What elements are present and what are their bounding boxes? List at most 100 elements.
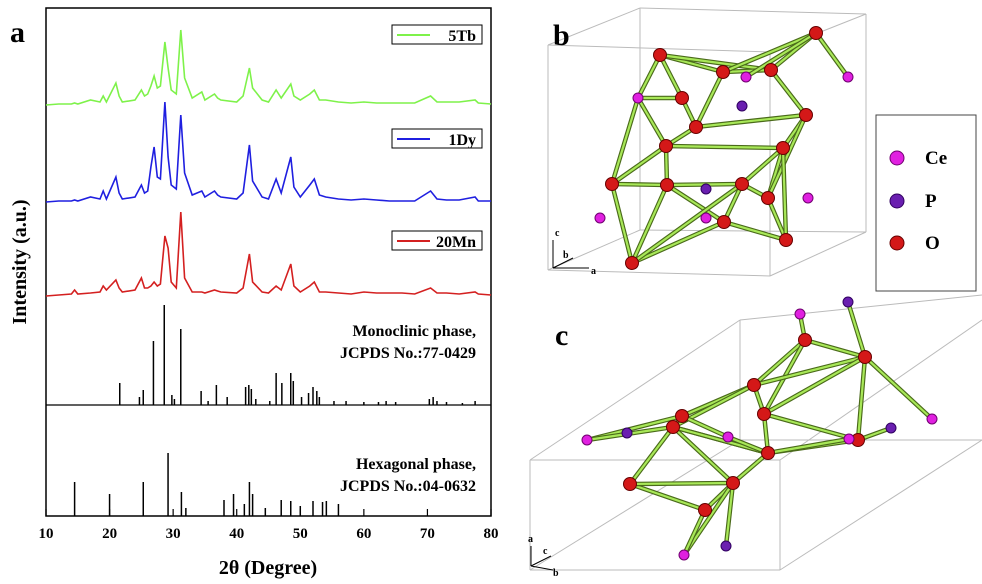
atom <box>727 477 740 490</box>
atom <box>661 179 674 192</box>
bond <box>630 484 705 510</box>
panel-label: c <box>555 319 568 352</box>
atom <box>780 234 793 247</box>
atom <box>699 504 712 517</box>
atom <box>654 49 667 62</box>
x-tick-label: 30 <box>166 526 181 542</box>
reference-label: JCPDS No.:77-0429 <box>340 345 476 362</box>
legend-label: Ce <box>925 148 947 169</box>
atom <box>633 93 643 103</box>
bond <box>612 184 632 263</box>
atom <box>803 193 813 203</box>
atom <box>690 121 703 134</box>
x-tick-label: 40 <box>229 526 244 542</box>
legend-atom <box>890 151 904 165</box>
atom <box>844 434 854 444</box>
bond <box>696 115 806 127</box>
atom <box>800 109 813 122</box>
y-axis-title: Intensity (a.u.) <box>9 199 31 324</box>
atom <box>626 257 639 270</box>
atom <box>737 101 747 111</box>
atom <box>762 192 775 205</box>
atom <box>927 414 937 424</box>
plot-frame <box>46 8 491 516</box>
bond <box>696 72 723 127</box>
atom <box>859 351 872 364</box>
x-tick-label: 80 <box>484 526 499 542</box>
x-tick-label: 60 <box>356 526 371 542</box>
legend-label: 1Dy <box>448 132 476 149</box>
atom <box>843 297 853 307</box>
atom <box>843 72 853 82</box>
atom <box>721 541 731 551</box>
cell-edge <box>780 440 982 570</box>
reference-label: Hexagonal phase, <box>356 456 476 473</box>
reference-label: Monoclinic phase, <box>352 323 476 340</box>
bond <box>746 33 816 77</box>
atom <box>717 66 730 79</box>
atom <box>886 423 896 433</box>
cell-edge <box>640 8 866 14</box>
cell-edge <box>548 270 770 276</box>
bond <box>612 184 667 185</box>
figure: cbaacb Ce P O b c a 2θ (Degree) Intensit… <box>0 0 982 579</box>
x-axis-title: 2θ (Degree) <box>219 557 317 579</box>
legend-label: 20Mn <box>436 234 476 251</box>
axis-letter: b <box>553 568 559 579</box>
bond <box>768 439 849 453</box>
bond <box>865 357 932 419</box>
bond <box>805 340 865 357</box>
atom <box>758 408 771 421</box>
atom <box>762 447 775 460</box>
bond <box>630 483 733 484</box>
panel-label: b <box>553 19 570 52</box>
cell-edge <box>740 295 982 320</box>
panel-label: a <box>10 16 25 49</box>
bond <box>848 302 865 357</box>
atom <box>606 178 619 191</box>
x-tick-label: 20 <box>102 526 117 542</box>
atom <box>723 432 733 442</box>
axis-arrow <box>531 566 553 570</box>
axis-letter: a <box>528 534 533 545</box>
atom <box>748 379 761 392</box>
atom <box>582 435 592 445</box>
axis-letter: b <box>563 250 569 261</box>
atom <box>777 142 790 155</box>
atom <box>595 213 605 223</box>
atom <box>701 184 711 194</box>
legend-atom <box>890 236 904 250</box>
atom <box>810 27 823 40</box>
xrd-trace <box>46 102 491 202</box>
legend-label: 5Tb <box>448 28 476 45</box>
legend-atom <box>890 194 904 208</box>
x-tick-label: 70 <box>420 526 435 542</box>
x-tick-label: 10 <box>39 526 54 542</box>
atom <box>667 421 680 434</box>
bond <box>764 414 858 440</box>
legend-label: P <box>925 191 937 212</box>
atom <box>741 72 751 82</box>
bond <box>858 357 865 440</box>
axis-letter: c <box>543 546 548 557</box>
atom <box>718 216 731 229</box>
atom <box>679 550 689 560</box>
bond <box>816 33 848 77</box>
atom <box>799 334 812 347</box>
atom <box>676 410 689 423</box>
axis-letter: a <box>591 266 596 277</box>
atom <box>736 178 749 191</box>
atom <box>765 64 778 77</box>
axis-letter: c <box>555 228 560 239</box>
reference-label: JCPDS No.:04-0632 <box>340 478 476 495</box>
legend-label: O <box>925 233 940 254</box>
bond <box>638 98 666 146</box>
bond <box>630 427 673 484</box>
xrd-trace <box>46 212 491 296</box>
axis-arrow <box>531 556 551 566</box>
atom <box>624 478 637 491</box>
atom <box>622 428 632 438</box>
atom <box>676 92 689 105</box>
bond <box>638 55 660 98</box>
atom <box>795 309 805 319</box>
